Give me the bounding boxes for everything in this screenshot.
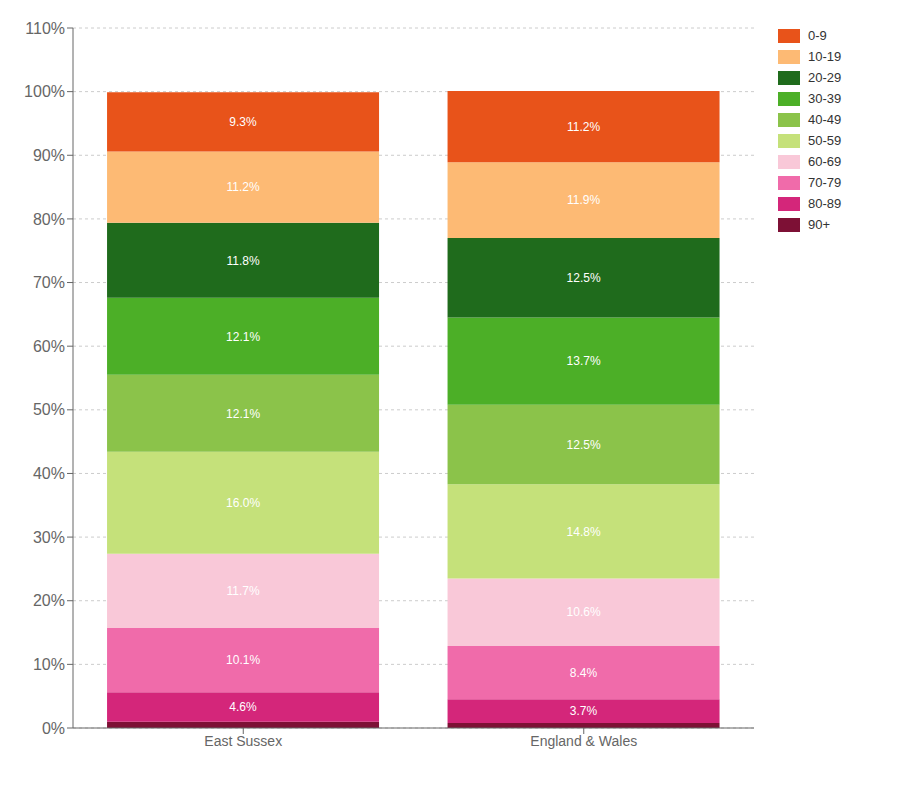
svg-text:16.0%: 16.0%: [226, 496, 260, 510]
svg-text:70%: 70%: [33, 274, 65, 291]
svg-text:12.1%: 12.1%: [226, 330, 260, 344]
svg-text:10%: 10%: [33, 656, 65, 673]
svg-text:50%: 50%: [33, 401, 65, 418]
svg-text:11.2%: 11.2%: [226, 180, 259, 194]
html-text:60-69: 60-69: [808, 154, 842, 169]
html-text:30-39: 30-39: [808, 91, 842, 106]
html-text:10-19: 10-19: [808, 49, 842, 64]
svg-text:10.6%: 10.6%: [567, 605, 601, 619]
html-text:90+: 90+: [808, 217, 831, 232]
svg-text:100%: 100%: [24, 83, 65, 100]
svg-text:4.6%: 4.6%: [229, 700, 257, 714]
html-text:0-9: 0-9: [808, 28, 827, 43]
svg-text:9.3%: 9.3%: [229, 115, 257, 129]
svg-text:12.1%: 12.1%: [226, 407, 260, 421]
html-text:80-89: 80-89: [808, 196, 842, 211]
html-text:70-79: 70-79: [808, 175, 842, 190]
svg-text:England & Wales: England & Wales: [530, 733, 637, 749]
svg-text:13.7%: 13.7%: [567, 354, 601, 368]
svg-text:110%: 110%: [25, 20, 65, 37]
svg-text:10.1%: 10.1%: [226, 653, 260, 667]
svg-text:14.8%: 14.8%: [567, 525, 601, 539]
svg-text:11.8%: 11.8%: [226, 254, 259, 268]
svg-text:12.5%: 12.5%: [567, 271, 601, 285]
svg-text:80%: 80%: [33, 211, 65, 228]
html-text:40-49: 40-49: [808, 112, 842, 127]
svg-text:90%: 90%: [33, 147, 65, 164]
html-text:50-59: 50-59: [808, 133, 842, 148]
svg-text:20%: 20%: [33, 592, 65, 609]
html-text:20-29: 20-29: [808, 70, 842, 85]
svg-text:60%: 60%: [33, 338, 65, 355]
svg-text:0%: 0%: [42, 720, 65, 737]
svg-text:11.9%: 11.9%: [567, 193, 600, 207]
svg-text:30%: 30%: [33, 529, 65, 546]
svg-text:8.4%: 8.4%: [570, 666, 598, 680]
svg-text:12.5%: 12.5%: [567, 438, 601, 452]
svg-text:11.2%: 11.2%: [567, 120, 600, 134]
svg-text:East Sussex: East Sussex: [204, 733, 282, 749]
svg-text:11.7%: 11.7%: [226, 584, 259, 598]
svg-text:40%: 40%: [33, 465, 65, 482]
svg-text:3.7%: 3.7%: [570, 704, 598, 718]
